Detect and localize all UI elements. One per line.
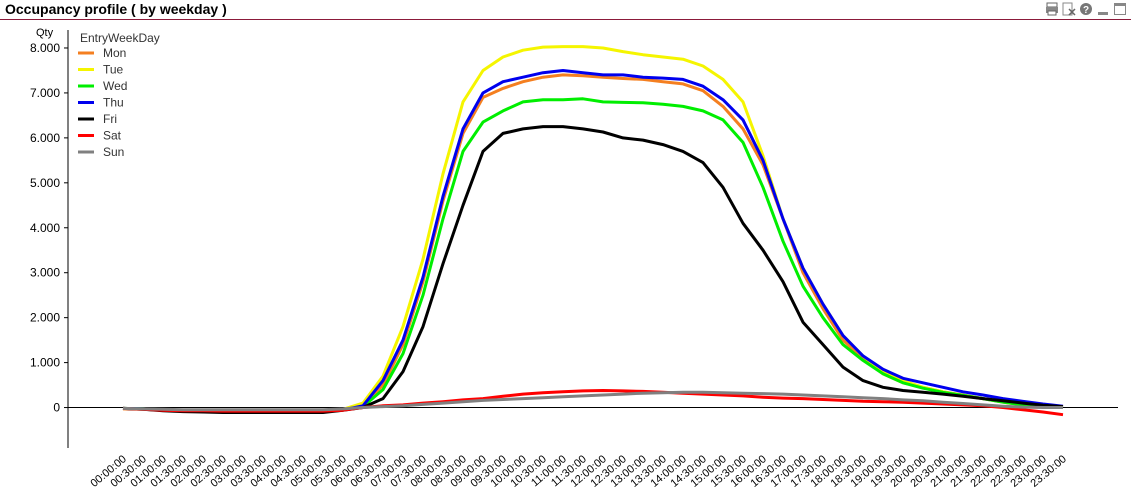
legend-title: EntryWeekDay xyxy=(80,31,160,45)
y-tick-label: 4.000 xyxy=(30,221,60,235)
y-tick-label: 5.000 xyxy=(30,176,60,190)
y-tick-label: 2.000 xyxy=(30,311,60,325)
legend-label-wed: Wed xyxy=(103,79,127,93)
y-tick-label: 6.000 xyxy=(30,131,60,145)
legend-label-fri: Fri xyxy=(103,112,117,126)
svg-text:?: ? xyxy=(1083,5,1089,16)
maximize-icon[interactable] xyxy=(1113,2,1127,16)
chart-title-bar: Occupancy profile ( by weekday ) ? xyxy=(0,0,1131,20)
series-line-wed xyxy=(122,97,1064,413)
y-tick-label: 8.000 xyxy=(30,41,60,55)
minimize-icon[interactable] xyxy=(1096,2,1110,16)
y-tick-label: 0 xyxy=(53,401,60,415)
y-tick-label: 1.000 xyxy=(30,356,60,370)
help-icon[interactable]: ? xyxy=(1079,2,1093,16)
series-line-fri xyxy=(122,125,1064,414)
series-line-sun xyxy=(122,390,1063,412)
export-excel-icon[interactable] xyxy=(1062,2,1076,16)
legend-label-thu: Thu xyxy=(103,96,124,110)
y-tick-label: 7.000 xyxy=(30,86,60,100)
series-line-mon xyxy=(122,73,1064,414)
legend-label-sat: Sat xyxy=(103,129,122,143)
chart-title: Occupancy profile ( by weekday ) xyxy=(5,1,227,17)
legend-label-mon: Mon xyxy=(103,46,126,60)
y-tick-label: 3.000 xyxy=(30,266,60,280)
legend-label-sun: Sun xyxy=(103,145,124,159)
title-toolbar: ? xyxy=(1045,2,1127,16)
series-line-thu xyxy=(122,69,1064,413)
line-chart: Qty 0 1.000 2.000 3.000 4.000 5.000 6.000 7.000 8… xyxy=(30,27,1118,490)
y-axis-label: Qty xyxy=(36,27,54,39)
legend-label-tue: Tue xyxy=(103,63,124,77)
print-icon[interactable] xyxy=(1045,2,1059,16)
